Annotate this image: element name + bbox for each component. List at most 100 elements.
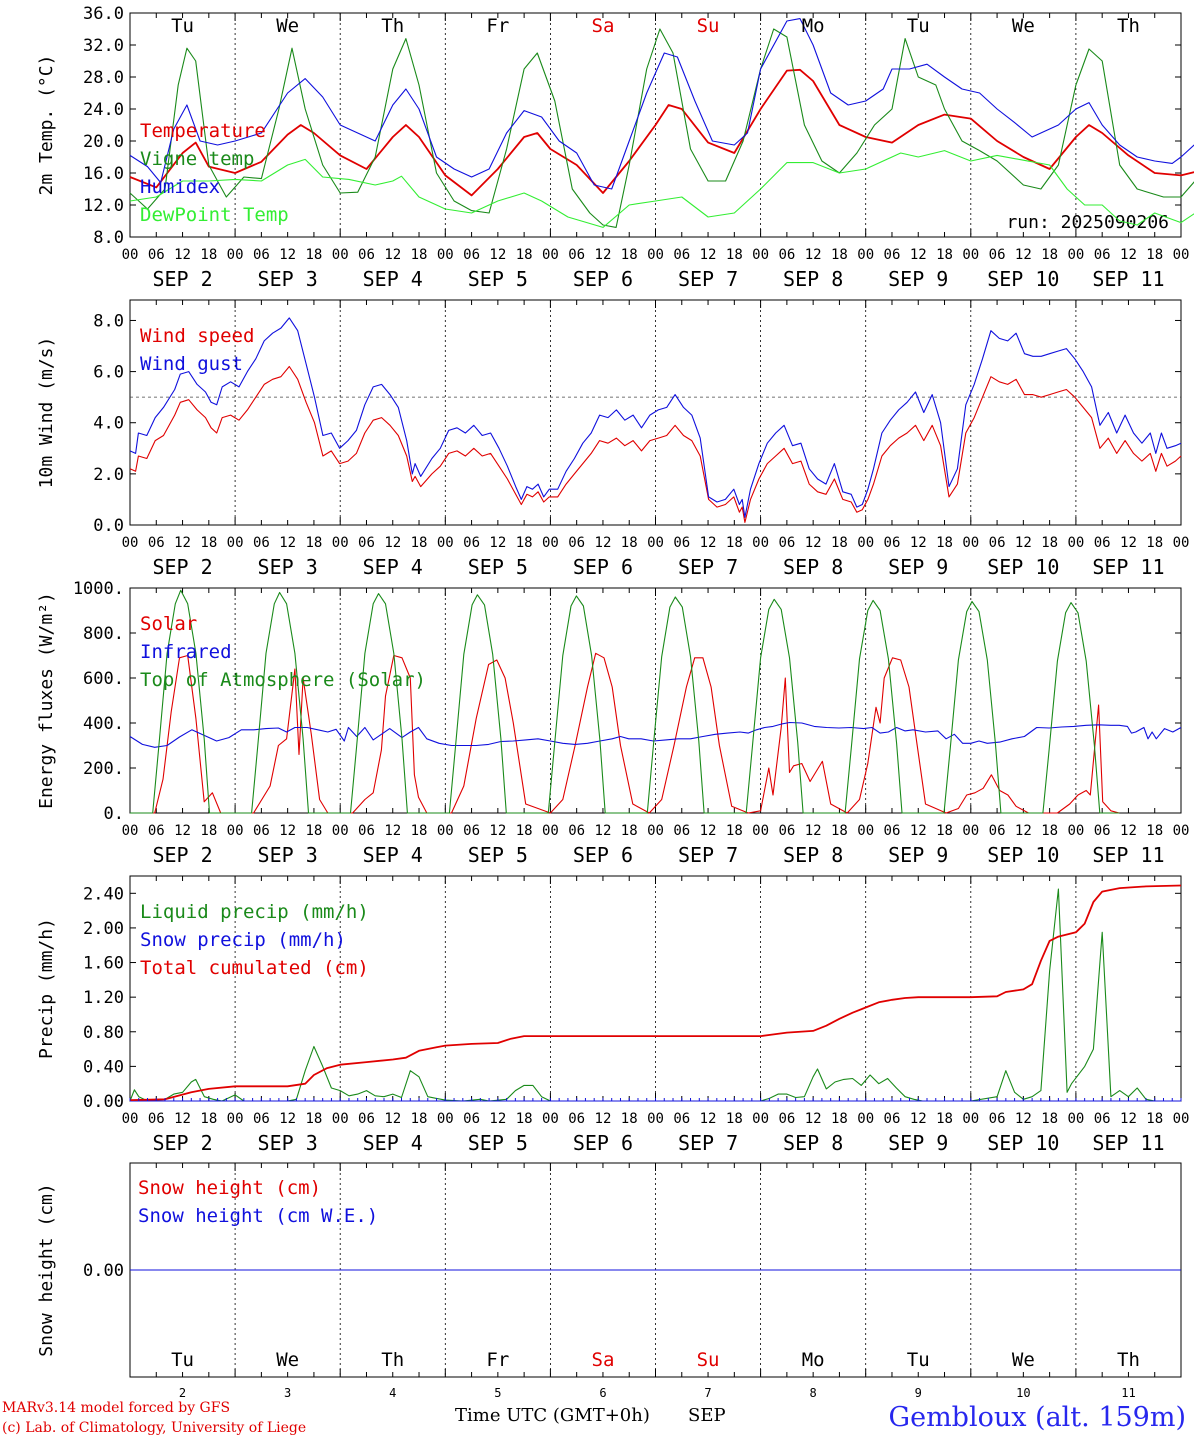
day-number-label: 9 [915,1386,922,1400]
hour-tick-label: 06 [778,1111,795,1127]
hour-tick-label: 18 [726,823,743,839]
date-label: SEP 3 [258,1131,318,1155]
hour-tick-label: 06 [673,247,690,263]
hour-tick-label: 00 [437,247,454,263]
legend-entry: DewPoint Temp [140,204,289,226]
hour-tick-label: 00 [752,247,769,263]
hour-tick-label: 00 [962,1111,979,1127]
y-tick-label: 0.0 [93,516,124,536]
weekday-label: Mo [802,1349,825,1371]
legend-entry: Humidex [140,176,220,198]
hour-tick-label: 18 [1041,1111,1058,1127]
y-tick-label: 0.80 [83,1023,124,1043]
y-tick-label: 0.00 [83,1261,124,1281]
hour-tick-label: 12 [489,1111,506,1127]
hour-tick-label: 00 [857,1111,874,1127]
hour-tick-label: 00 [227,247,244,263]
hour-tick-label: 18 [516,823,533,839]
hour-tick-label: 06 [568,823,585,839]
date-label: SEP 6 [573,555,633,579]
hour-tick-label: 06 [358,535,375,551]
hour-tick-label: 18 [411,823,428,839]
hour-tick-label: 12 [1120,247,1137,263]
hour-tick-label: 00 [647,823,664,839]
legend-entry: Wind gust [140,353,243,375]
x-axis-title: Time UTC (GMT+0h) [455,1405,650,1426]
hour-tick-label: 00 [437,1111,454,1127]
hour-tick-label: 06 [778,535,795,551]
date-label: SEP 6 [573,267,633,291]
x-axis-month: SEP [688,1405,726,1426]
hour-tick-label: 18 [200,823,217,839]
hour-tick-label: 12 [910,1111,927,1127]
y-tick-label: 0. [104,804,124,824]
hour-tick-label: 00 [1173,535,1190,551]
date-label: SEP 2 [152,843,212,867]
hour-tick-label: 06 [673,823,690,839]
y-tick-label: 8.0 [93,228,124,248]
hour-tick-label: 00 [542,1111,559,1127]
hour-tick-label: 06 [463,247,480,263]
day-number-label: 11 [1121,1386,1135,1400]
lab-credit-line: (c) Lab. of Climatology, University of L… [2,1420,307,1436]
y-tick-label: 24.0 [83,100,124,120]
hour-tick-label: 06 [148,823,165,839]
hour-tick-label: 06 [253,535,270,551]
model-credit-line: MARv3.14 model forced by GFS [2,1400,231,1416]
legend-entry: Wind speed [140,325,254,347]
hour-tick-label: 06 [1094,1111,1111,1127]
hour-tick-label: 00 [857,247,874,263]
legend-entry: Liquid precip (mm/h) [140,901,369,923]
legend-entry: Vigne temp [140,148,254,170]
hour-tick-label: 12 [910,247,927,263]
hour-tick-label: 12 [1120,1111,1137,1127]
hour-tick-label: 00 [752,535,769,551]
hour-tick-label: 00 [122,1111,139,1127]
hour-tick-label: 18 [305,247,322,263]
date-label: SEP 11 [1092,1131,1164,1155]
day-number-label: 4 [389,1386,396,1400]
hour-tick-label: 00 [1173,1111,1190,1127]
weekday-label: We [276,1349,299,1371]
hour-tick-label: 00 [962,247,979,263]
day-number-label: 10 [1016,1386,1030,1400]
weekday-label: Su [697,1349,720,1371]
weekday-label: Tu [907,15,930,37]
y-tick-label: 2.0 [93,465,124,485]
y-axis-title: 10m Wind (m/s) [36,337,57,489]
legend-entry: Snow height (cm W.E.) [138,1205,378,1227]
series-line-wind-speed [129,365,1182,523]
hour-tick-label: 12 [279,1111,296,1127]
hour-tick-label: 12 [489,823,506,839]
hour-tick-label: 12 [1015,535,1032,551]
hour-tick-label: 12 [805,535,822,551]
date-label: SEP 5 [468,555,528,579]
date-label: SEP 10 [987,555,1059,579]
y-tick-label: 32.0 [83,36,124,56]
hour-tick-label: 00 [647,535,664,551]
y-tick-label: 0.00 [83,1092,124,1112]
hour-tick-label: 00 [227,1111,244,1127]
hour-tick-label: 18 [516,535,533,551]
hour-tick-label: 12 [910,823,927,839]
day-number-label: 6 [599,1386,606,1400]
date-label: SEP 3 [258,555,318,579]
weekday-label: We [1012,1349,1035,1371]
hour-tick-label: 06 [463,535,480,551]
hour-tick-label: 18 [1041,535,1058,551]
y-axis-title: Precip (mm/h) [36,918,57,1059]
date-label: SEP 2 [152,555,212,579]
day-number-label: 7 [704,1386,711,1400]
hour-tick-label: 06 [884,247,901,263]
date-label: SEP 8 [783,1131,843,1155]
date-label: SEP 11 [1092,843,1164,867]
hour-tick-label: 18 [726,1111,743,1127]
weekday-label: We [1012,15,1035,37]
hour-tick-label: 00 [1173,823,1190,839]
hour-tick-label: 18 [831,823,848,839]
run-annotation: run: 2025090206 [1006,212,1169,233]
hour-tick-label: 06 [253,823,270,839]
hour-tick-label: 00 [122,823,139,839]
series-line-vigne-temp [129,28,1194,228]
